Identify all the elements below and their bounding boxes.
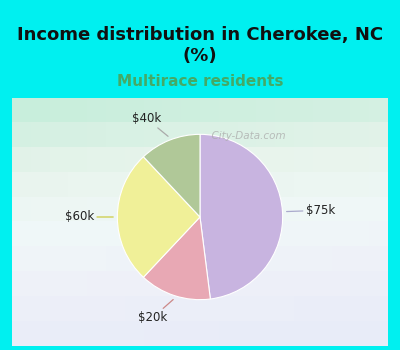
- Text: Income distribution in Cherokee, NC
(%): Income distribution in Cherokee, NC (%): [17, 27, 383, 65]
- Text: $20k: $20k: [138, 300, 173, 324]
- Text: City-Data.com: City-Data.com: [205, 131, 286, 141]
- Text: $60k: $60k: [65, 210, 113, 224]
- Wedge shape: [144, 217, 210, 300]
- Wedge shape: [117, 157, 200, 277]
- Wedge shape: [200, 134, 283, 299]
- Text: $40k: $40k: [132, 112, 168, 136]
- Text: Multirace residents: Multirace residents: [117, 74, 283, 89]
- Wedge shape: [144, 134, 200, 217]
- Text: $75k: $75k: [287, 204, 335, 217]
